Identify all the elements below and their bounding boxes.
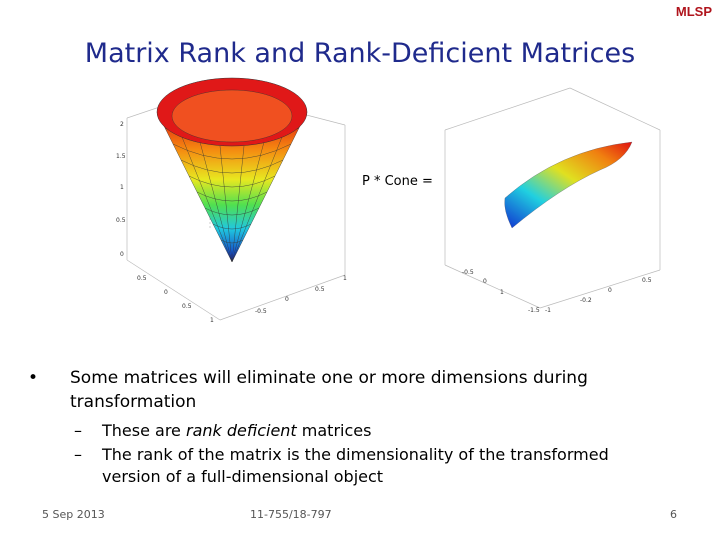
axis-tick-label: 0 xyxy=(120,251,124,258)
right-axes xyxy=(444,87,661,309)
axis-tick-label: 1 xyxy=(210,317,214,324)
axis-tick-label: 1 xyxy=(500,289,504,296)
bullet-text: Some matrices will eliminate one or more… xyxy=(70,368,588,412)
text: The rank of the matrix is the dimensiona… xyxy=(102,445,609,486)
axis-tick-label: 0.5 xyxy=(116,217,126,224)
sub-bullet: – The rank of the matrix is the dimensio… xyxy=(74,444,662,488)
emphasis: rank deficient xyxy=(185,421,297,440)
axis-tick-label: 0 xyxy=(483,278,487,285)
axis-tick-label: 0.5 xyxy=(642,277,652,284)
axis-tick-label: -0.5 xyxy=(255,308,267,315)
axis-tick-label: 0 xyxy=(164,289,168,296)
caption: P * Cone = xyxy=(362,174,433,189)
text: matrices xyxy=(296,421,372,440)
figure: P * Cone = 2 1.5 1 0.5 0 0.5 0 0.5 1 1 0.5 0 -0.5 -0.… xyxy=(116,77,661,324)
axis-tick-label: 0 xyxy=(285,296,289,303)
sub-bullet: – These are rank deficient matrices xyxy=(74,421,372,440)
bullet-marker: • xyxy=(28,368,39,388)
projected-cone xyxy=(504,141,633,229)
bullet: • Some matrices will eliminate one or mo… xyxy=(28,366,662,488)
text: These are xyxy=(102,421,186,440)
axis-tick-label: -1.5 xyxy=(528,307,540,314)
axis-tick-label: 1 xyxy=(120,184,124,191)
footer-page: 6 xyxy=(670,508,677,521)
slide-title: Matrix Rank and Rank-Deficient Matrices xyxy=(84,38,636,69)
axis-tick-label: 1 xyxy=(343,275,347,282)
cone-inner xyxy=(171,89,293,143)
axis-tick-label: 0.5 xyxy=(315,286,325,293)
cone-mesh xyxy=(164,127,300,263)
caption-bg xyxy=(355,170,437,192)
axis-tick-label: 2 xyxy=(120,121,124,128)
axis-tick-label: 0 xyxy=(608,287,612,294)
axis-tick-label: 0.5 xyxy=(137,275,147,282)
axis-tick-label: -0.2 xyxy=(580,297,592,304)
axis-tick-label: 0.5 xyxy=(182,303,192,310)
footer-course: 11-755/18-797 xyxy=(250,508,332,521)
axis-tick-label: -0.5 xyxy=(462,269,474,276)
logo: MLSP xyxy=(675,4,712,19)
axis-tick-label: 1.5 xyxy=(116,153,126,160)
axis-tick-label: -1 xyxy=(545,307,551,314)
footer-date: 5 Sep 2013 xyxy=(42,508,105,521)
